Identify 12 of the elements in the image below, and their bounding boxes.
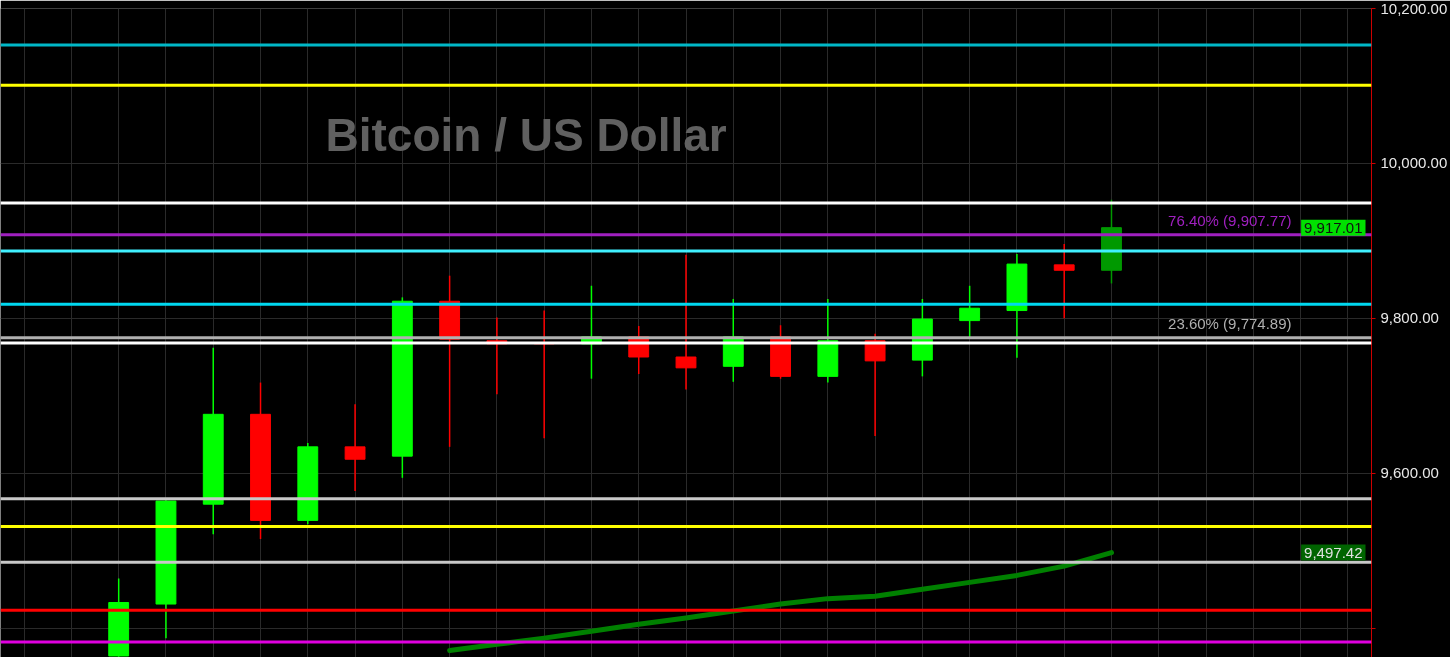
y-tick-label: 9,800.00 bbox=[1380, 309, 1439, 327]
ref-line-label: 76.40% (9,907.77) bbox=[1168, 211, 1292, 229]
candlestick bbox=[1053, 243, 1075, 320]
candlestick bbox=[344, 403, 366, 492]
y-tick-label: 9,600.00 bbox=[1380, 464, 1439, 482]
annotation: 9,497.42 bbox=[1304, 543, 1363, 561]
text: Bitcoin / US Dollar bbox=[325, 108, 727, 161]
annotation: 9,917.01 bbox=[1304, 218, 1363, 236]
ref-line-label: 23.60% (9,774.89) bbox=[1168, 314, 1292, 332]
y-tick-label: 10,000.00 bbox=[1380, 154, 1448, 172]
y-tick-label: 10,200.00 bbox=[1380, 0, 1448, 17]
candlestick bbox=[675, 254, 697, 391]
